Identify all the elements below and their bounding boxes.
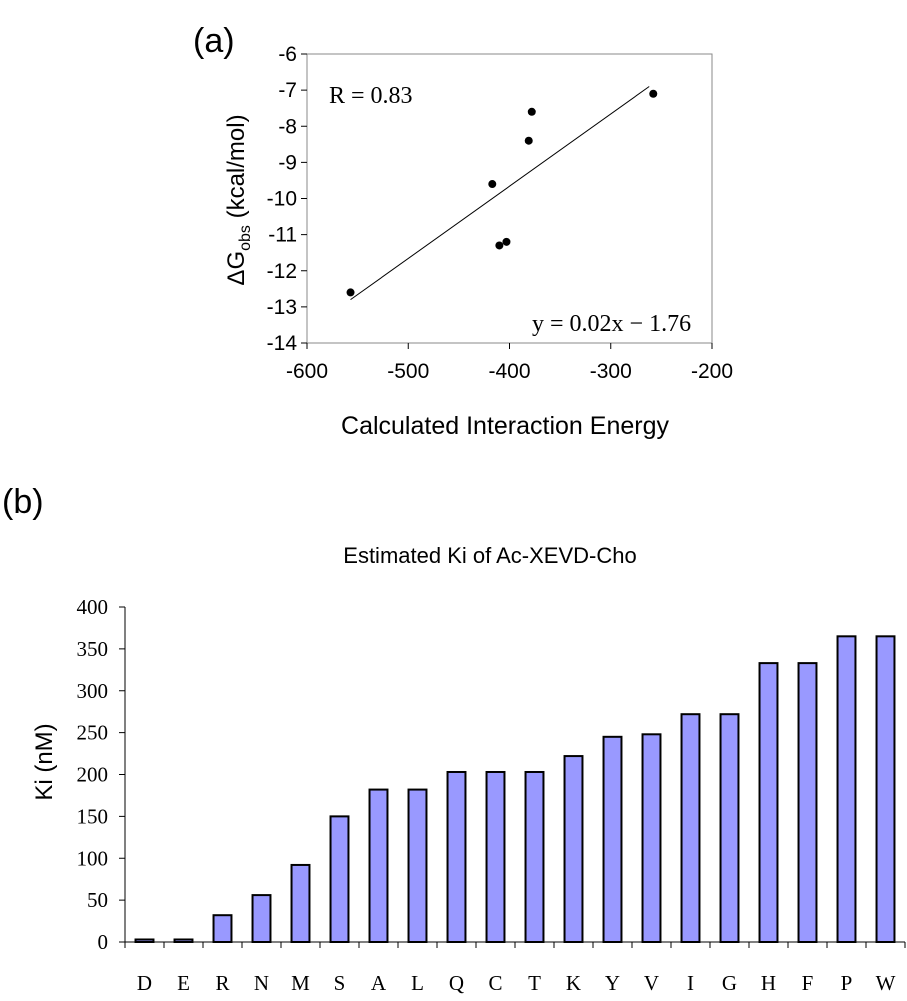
panel-a-x-tick-label: -300 <box>590 360 632 383</box>
panel-b-bar <box>836 635 857 943</box>
panel-b-bars <box>134 635 896 944</box>
panel-b-category-label: T <box>528 971 541 995</box>
panel-a-y-tick-label: -9 <box>278 151 297 174</box>
panel-b-title: Estimated Ki of Ac-XEVD-Cho <box>343 543 636 568</box>
panel-b-category-label: P <box>841 971 853 995</box>
panel-a-trendline-group <box>350 86 650 301</box>
panel-a-data-point <box>346 288 355 297</box>
panel-b-category-label: G <box>722 971 737 995</box>
panel-b-category-label: R <box>215 971 229 995</box>
panel-b-category-label: I <box>687 971 694 995</box>
panel-b-y-tick-label: 0 <box>98 930 109 954</box>
panel-a-y-axis-delta: Δ <box>223 270 250 286</box>
panel-a-scatter-chart: (a) -6 -7 -8 -9 -10 -11 -12 -13 -14 -600 -500 -400… <box>193 22 733 440</box>
panel-a-points <box>346 89 658 297</box>
panel-b-y-axis-label: Ki (nM) <box>31 723 58 800</box>
panel-b-category-label: Q <box>449 971 464 995</box>
panel-a-y-axis-label: ΔGobs (kcal/mol) <box>223 114 254 285</box>
panel-a-y-tick-label: -6 <box>278 43 297 66</box>
panel-b-bar <box>719 713 740 944</box>
panel-b-category-label: L <box>411 971 424 995</box>
panel-b-bar <box>446 770 467 943</box>
panel-a-equation-annotation: y = 0.02x − 1.76 <box>532 311 691 337</box>
panel-b-bar <box>329 815 350 943</box>
panel-a-label: (a) <box>193 22 235 60</box>
panel-b-label: (b) <box>2 483 44 521</box>
panel-a-data-point <box>488 180 497 189</box>
panel-b-bar <box>134 938 155 943</box>
panel-a-x-tick-label: -400 <box>488 360 530 383</box>
panel-b-category-label: C <box>488 971 502 995</box>
panel-b-y-tick-label: 400 <box>77 595 109 619</box>
panel-a-data-point <box>527 107 536 116</box>
panel-b-bar <box>680 713 701 944</box>
panel-a-x-axis-label: Calculated Interaction Energy <box>341 412 669 440</box>
panel-b-y-tick-label: 50 <box>87 888 108 912</box>
panel-b-bar <box>602 735 623 943</box>
panel-a-y-tick-label: -10 <box>267 188 297 211</box>
panel-b-bar <box>524 770 545 943</box>
panel-b-bar <box>641 733 662 943</box>
panel-b-category-label: D <box>137 971 152 995</box>
panel-b-y-tick-label: 300 <box>77 679 109 703</box>
panel-a-x-tick-label: -600 <box>286 360 328 383</box>
panel-a-y-tick-label: -8 <box>278 115 297 138</box>
panel-b-category-label: H <box>761 971 776 995</box>
panel-b-y-tick-label: 100 <box>77 846 109 870</box>
panel-a-r-annotation: R = 0.83 <box>329 83 413 109</box>
panel-a-y-tick-label: -14 <box>267 332 298 355</box>
panel-b-bar <box>251 894 272 943</box>
panel-a-y-ticks: -6 -7 -8 -9 -10 -11 -12 -13 -14 <box>267 43 307 355</box>
panel-a-y-tick-label: -13 <box>267 296 297 319</box>
panel-a-y-tick-label: -11 <box>268 224 297 247</box>
panel-a-y-tick-label: -7 <box>278 79 297 102</box>
panel-a-y-axis-unit: (kcal/mol) <box>223 114 250 225</box>
panel-a-y-axis-sub: obs <box>237 225 254 251</box>
panel-a-x-tick-label: -200 <box>691 360 733 383</box>
panel-b-category-label: K <box>566 971 581 995</box>
panel-b-y-tick-label: 150 <box>77 804 109 828</box>
panel-b-bar-chart: (b) Estimated Ki of Ac-XEVD-Cho Ki (nM) … <box>2 483 906 995</box>
panel-a-x-ticks: -600 -500 -400 -300 -200 <box>286 343 733 383</box>
panel-a-data-point <box>502 237 511 246</box>
panel-b-y-tick-label: 200 <box>77 763 109 787</box>
panel-b-bar <box>173 938 194 943</box>
panel-b-bar <box>875 635 896 943</box>
panel-a-trendline <box>350 86 650 301</box>
panel-b-bar <box>212 914 233 944</box>
panel-b-bar <box>797 662 818 943</box>
panel-b-category-label: V <box>644 971 659 995</box>
panel-b-category-label: W <box>876 971 896 995</box>
panel-b-category-label: A <box>371 971 387 995</box>
panel-b-y-ticks: 0 50 100 150 200 250 300 350 400 <box>77 595 125 954</box>
panel-b-category-label: S <box>334 971 346 995</box>
panel-b-category-label: Y <box>605 971 620 995</box>
panel-b-y-tick-label: 250 <box>77 721 109 745</box>
panel-a-x-tick-label: -500 <box>387 360 429 383</box>
panel-b-category-label: E <box>177 971 190 995</box>
panel-b-y-tick-label: 350 <box>77 637 109 661</box>
panel-a-data-point <box>649 89 658 98</box>
panel-b-bar <box>758 662 779 943</box>
panel-b-category-label: F <box>802 971 814 995</box>
panel-b-bar <box>290 863 311 944</box>
panel-b-category-label: N <box>254 971 269 995</box>
panel-a-y-axis-main: G <box>223 251 250 270</box>
panel-b-bar <box>407 788 428 944</box>
panel-b-category-label: M <box>291 971 310 995</box>
panel-b-bar <box>485 770 506 943</box>
panel-a-data-point <box>524 136 533 145</box>
panel-a-data-point <box>495 241 504 250</box>
panel-b-bar <box>368 788 389 944</box>
panel-b-bar <box>563 755 584 944</box>
panel-a-y-tick-label: -12 <box>267 260 297 283</box>
